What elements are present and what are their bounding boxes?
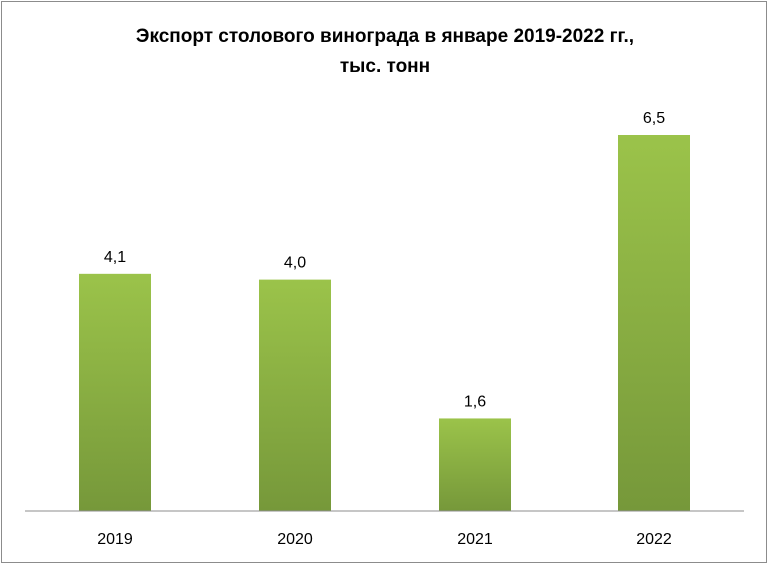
chart-title-line-2: тыс. тонн bbox=[339, 56, 431, 77]
category-label-2019: 2019 bbox=[97, 531, 133, 548]
category-label-2022: 2022 bbox=[636, 531, 672, 548]
category-label-2020: 2020 bbox=[277, 531, 313, 548]
labels-group: 4,1 2019 4,0 2020 1,6 2021 6,5 2022 bbox=[97, 110, 672, 548]
category-label-2021: 2021 bbox=[457, 531, 493, 548]
bar-2022 bbox=[618, 135, 690, 511]
value-label-2021: 1,6 bbox=[464, 393, 486, 410]
value-label-2022: 6,5 bbox=[643, 110, 665, 127]
bar-2021 bbox=[439, 418, 511, 511]
value-label-2020: 4,0 bbox=[284, 255, 306, 272]
bar-2020 bbox=[259, 279, 331, 511]
value-label-2019: 4,1 bbox=[104, 249, 126, 266]
bar-2019 bbox=[79, 273, 151, 511]
bars-group bbox=[79, 135, 690, 511]
chart-title-line-1: Экспорт столового винограда в январе 201… bbox=[135, 26, 635, 47]
chart-title: Экспорт столового винограда в январе 201… bbox=[0, 22, 770, 82]
